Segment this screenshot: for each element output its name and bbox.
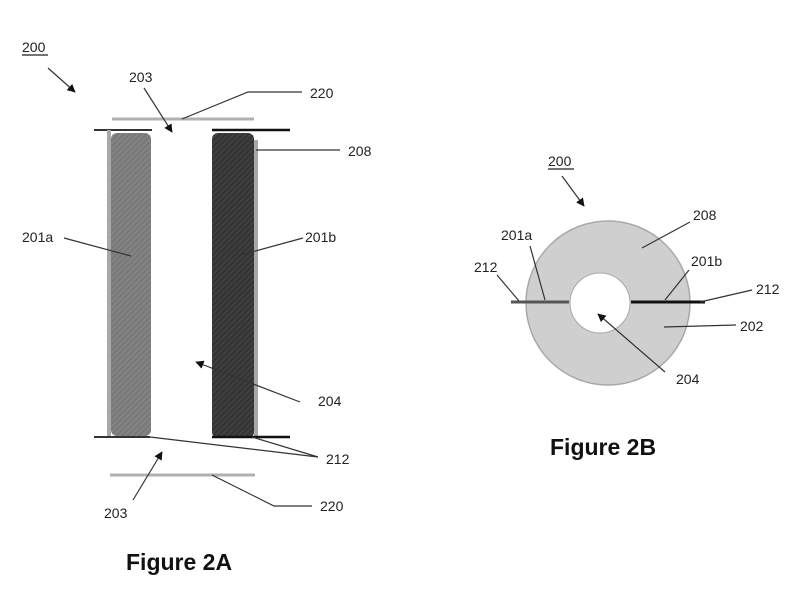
ref-201b-b-label: 201b [691,253,722,269]
ref-201b-label: 201b [305,229,336,245]
leader-212-left-b [496,274,520,302]
leader-212-left [149,436,319,458]
electrode-201a-edge [107,130,111,438]
ref-208-b-label: 208 [693,207,717,223]
leader-212-right-b [699,289,753,303]
leader-201a [63,237,132,257]
ref-203-bottom-label: 203 [104,505,128,521]
figure-2a-caption: Figure 2A [126,549,232,575]
ref-201a-label: 201a [22,229,53,245]
ref-202-b-label: 202 [740,318,764,334]
ref-200-b-label: 200 [548,153,572,169]
ref-212-label: 212 [326,451,350,467]
leader-208-b [641,221,691,249]
ref-203-top-label: 203 [129,69,153,85]
ref-200-arrow [47,67,76,93]
leader-201b [236,237,304,257]
electrode-201a [111,133,151,436]
electrode-201b [212,133,254,438]
ref-200-label: 200 [22,39,46,55]
ref-204-label: 204 [318,393,342,409]
ref-201a-b-label: 201a [501,227,532,243]
leader-201b-b [664,269,690,301]
leader-220-top [181,91,302,120]
bore-204 [569,272,631,334]
ref-203-top-arrow [143,87,173,133]
ref-200-b-arrow [561,175,585,207]
electrode-201b-edge [254,140,258,438]
ref-204-b-label: 204 [676,371,700,387]
ref-203-bottom-arrow [132,451,163,501]
figure-2b: 200 208 201a 201b 212 212 202 204 Figure… [474,153,780,460]
leader-201a-b [529,245,546,301]
figure-2a: 200 220 203 208 201a 201b 204 [22,39,372,575]
leader-212-right [251,436,319,458]
ref-220-top-label: 220 [310,85,334,101]
ref-208-label: 208 [348,143,372,159]
ref-204-b-arrow [597,313,666,373]
ref-212-right-b-label: 212 [756,281,780,297]
ref-212-left-b-label: 212 [474,259,498,275]
ref-220-bottom-label: 220 [320,498,344,514]
leader-220-bottom [211,474,312,507]
ref-204-arrow [195,360,301,403]
leader-202-b [663,324,737,328]
figure-2b-caption: Figure 2B [550,434,656,460]
